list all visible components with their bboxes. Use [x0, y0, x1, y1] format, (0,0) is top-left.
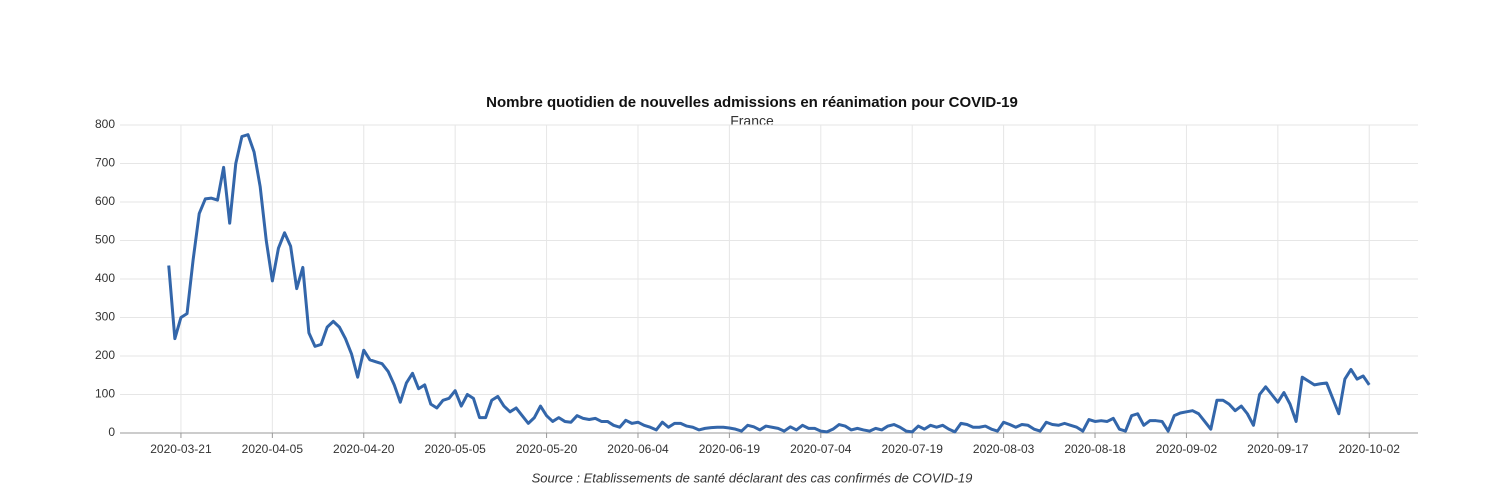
chart-title: Nombre quotidien de nouvelles admissions…: [486, 94, 1018, 111]
y-tick-label: 800: [95, 117, 115, 131]
x-tick-label: 2020-06-04: [607, 442, 669, 456]
y-tick-label: 600: [95, 194, 115, 208]
y-tick-label: 500: [95, 233, 115, 247]
x-tick-label: 2020-04-20: [333, 442, 395, 456]
x-tick-label: 2020-05-20: [516, 442, 578, 456]
x-tick-label: 2020-09-02: [1156, 442, 1218, 456]
y-tick-label: 400: [95, 271, 115, 285]
y-tick-label: 0: [108, 425, 115, 439]
y-tick-label: 200: [95, 348, 115, 362]
y-tick-label: 700: [95, 156, 115, 170]
x-tick-label: 2020-10-02: [1339, 442, 1401, 456]
data-line: [167, 133, 1371, 434]
x-tick-label: 2020-07-19: [882, 442, 944, 456]
x-tick-label: 2020-09-17: [1247, 442, 1309, 456]
x-tick-label: 2020-05-05: [424, 442, 486, 456]
y-tick-label: 100: [95, 387, 115, 401]
x-tick-label: 2020-06-19: [699, 442, 761, 456]
x-tick-label: 2020-04-05: [242, 442, 304, 456]
y-tick-label: 300: [95, 310, 115, 324]
chart-subtitle: France: [730, 113, 774, 129]
x-tick-label: 2020-08-03: [973, 442, 1035, 456]
x-tick-label: 2020-03-21: [150, 442, 212, 456]
x-tick-label: 2020-07-04: [790, 442, 852, 456]
source-note: Source : Etablissements de santé déclara…: [532, 470, 973, 485]
x-tick-label: 2020-08-18: [1064, 442, 1126, 456]
